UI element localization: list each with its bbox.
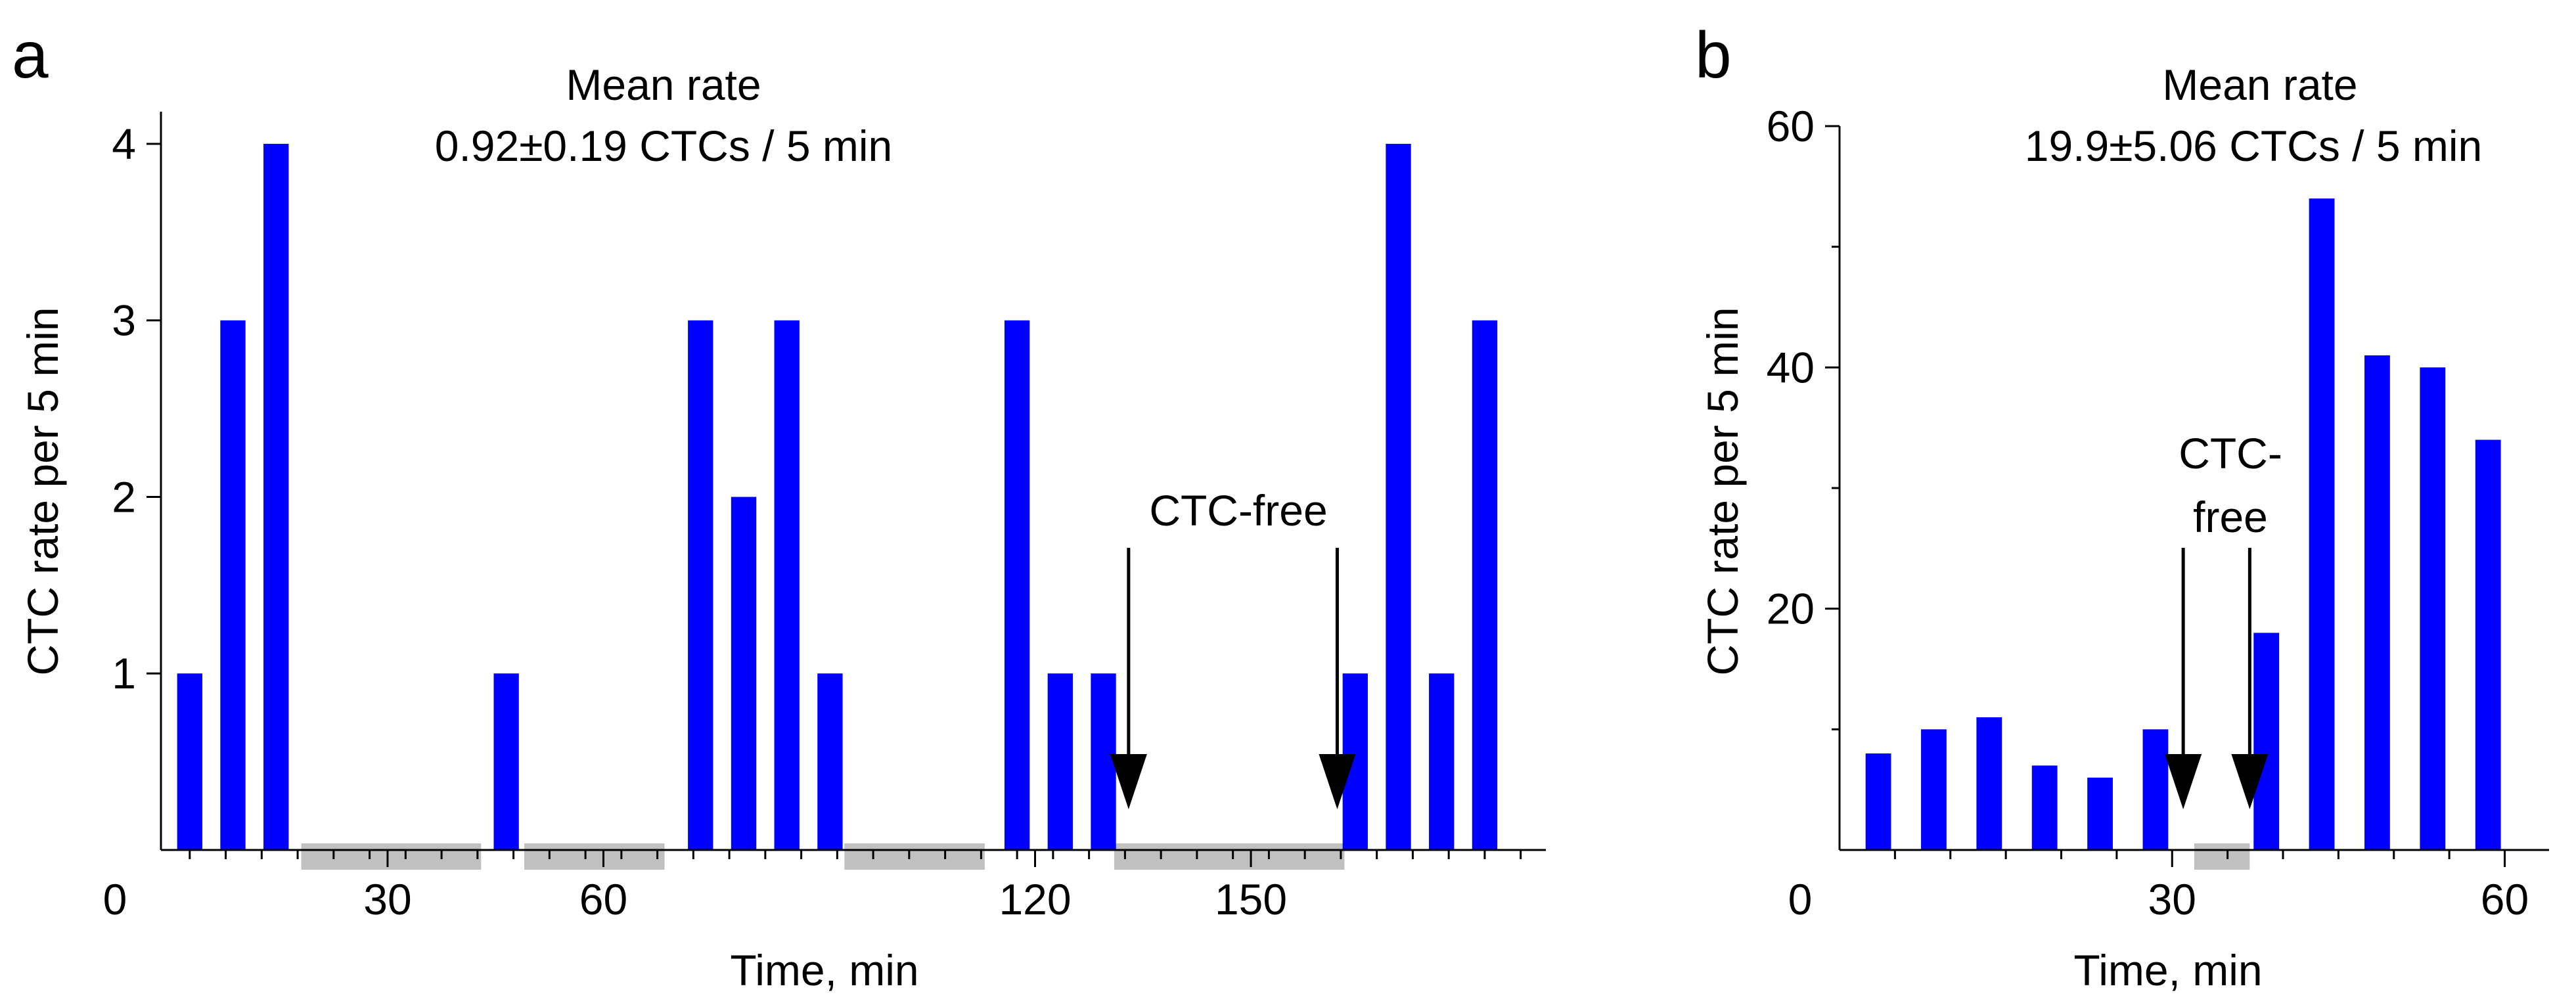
panel-a-x-tick-label-3: 150: [1215, 875, 1287, 924]
panel-a-shaded-interval-2: [844, 843, 985, 870]
panel-a-ylabel: CTC rate per 5 min: [18, 307, 67, 675]
panel-a-x-tick-label-2: 120: [999, 875, 1071, 924]
panel-a-y-tick-label-2: 3: [112, 296, 136, 345]
panel-a-bar-2: [263, 143, 289, 850]
panel-b-annotation-arrows: [2165, 548, 2269, 809]
panel-a-letter: a: [12, 18, 49, 92]
panel-a-origin-label: 0: [103, 875, 127, 924]
panel-b-y-tick-label-1: 40: [1767, 343, 1815, 391]
panel-a-arrow-head-0: [1110, 754, 1147, 809]
panel-a-arrow-head-1: [1319, 754, 1356, 809]
panel-a-y-tick-label-1: 2: [112, 472, 136, 521]
panel-a-bars: [177, 143, 1498, 850]
panel-b-y-tick-label-0: 20: [1767, 585, 1815, 633]
panel-b-annotation-label-line1: CTC-: [2179, 429, 2282, 478]
panel-b-bars: [1865, 198, 2501, 850]
panel-a-shaded-interval-0: [301, 843, 482, 870]
panel-a-bar-3: [493, 673, 519, 850]
panel-b-bar-4: [2087, 777, 2113, 850]
panel-b-subtitle: 19.9±5.06 CTCs / 5 min: [2025, 122, 2483, 170]
panel-b-origin-label: 0: [1788, 875, 1813, 924]
panel-a-x-tick-label-1: 60: [579, 875, 627, 924]
panel-b-bar-7: [2309, 198, 2335, 850]
panel-a-x-tick-label-0: 30: [363, 875, 411, 924]
panel-b-x-tick-label-0: 30: [2148, 875, 2196, 924]
panel-a-bar-10: [1091, 673, 1116, 850]
panel-b-y-ticks: 20 40 60: [1767, 102, 1840, 633]
panel-b-bar-10: [2475, 439, 2501, 850]
panel-b-shaded-interval-0: [2194, 843, 2250, 870]
panel-b-y-minor-ticks: [1832, 246, 1840, 730]
panel-a-bar-1: [220, 320, 246, 850]
panel-b-arrow-head-0: [2165, 754, 2202, 809]
panel-b-x-major-ticks: 30 60: [2148, 850, 2529, 924]
panel-b-y-tick-label-2: 60: [1767, 102, 1815, 150]
panel-a-bar-6: [774, 320, 800, 850]
panel-a-bar-5: [731, 497, 757, 850]
panel-b-bar-5: [2142, 729, 2169, 850]
panel-b-bar-8: [2364, 355, 2390, 850]
panel-a-xlabel: Time, min: [730, 946, 918, 994]
panel-b: b Mean rate 19.9±5.06 CTCs / 5 min CTC r…: [1695, 18, 2549, 994]
panel-b-bar-1: [1921, 729, 1947, 850]
panel-a-x-major-ticks: 30 60 120 150: [363, 850, 1287, 924]
panel-a-annotation-arrows: [1110, 548, 1356, 809]
panel-a-y-tick-label-3: 4: [112, 120, 136, 168]
panel-b-bar-2: [1976, 717, 2002, 850]
panel-b-ylabel: CTC rate per 5 min: [1698, 307, 1747, 675]
panel-b-arrow-head-1: [2231, 754, 2269, 809]
panel-a-bar-13: [1429, 673, 1455, 850]
panel-a-title: Mean rate: [566, 60, 761, 109]
panel-b-xlabel: Time, min: [2073, 946, 2262, 994]
panel-a-subtitle: 0.92±0.19 CTCs / 5 min: [435, 122, 893, 170]
panel-a-x-minor-ticks: [189, 850, 1522, 859]
panel-a-bar-14: [1472, 320, 1498, 850]
panel-a-bar-9: [1047, 673, 1073, 850]
panel-a-bar-8: [1004, 320, 1030, 850]
panel-a-annotation-label: CTC-free: [1149, 486, 1327, 535]
panel-a-shaded-interval-3: [1114, 843, 1345, 870]
panel-b-bar-9: [2420, 367, 2446, 850]
panel-b-letter: b: [1695, 18, 1732, 92]
panel-a-bar-7: [817, 673, 843, 850]
panel-b-bar-3: [2031, 765, 2058, 850]
panel-a-bar-4: [688, 320, 713, 850]
panel-a-y-ticks: 1 2 3 4: [112, 120, 161, 698]
panel-b-shaded-intervals: [2194, 843, 2250, 870]
panel-b-x-minor-ticks: [1893, 850, 2451, 859]
panel-a-y-tick-label-0: 1: [112, 649, 136, 698]
panel-b-bar-0: [1865, 753, 1891, 850]
panel-a-shaded-interval-1: [524, 843, 665, 870]
panel-a-bar-12: [1386, 143, 1411, 850]
panel-a-bar-0: [177, 673, 202, 850]
panel-a: a Mean rate 0.92±0.19 CTCs / 5 min CTC r…: [12, 18, 1546, 994]
panel-b-bar-6: [2253, 633, 2280, 850]
panel-b-x-tick-label-1: 60: [2481, 875, 2529, 924]
panel-b-annotation-label-line2: free: [2193, 493, 2268, 541]
panel-a-shaded-intervals: [301, 843, 1345, 870]
panel-b-title: Mean rate: [2162, 60, 2357, 109]
